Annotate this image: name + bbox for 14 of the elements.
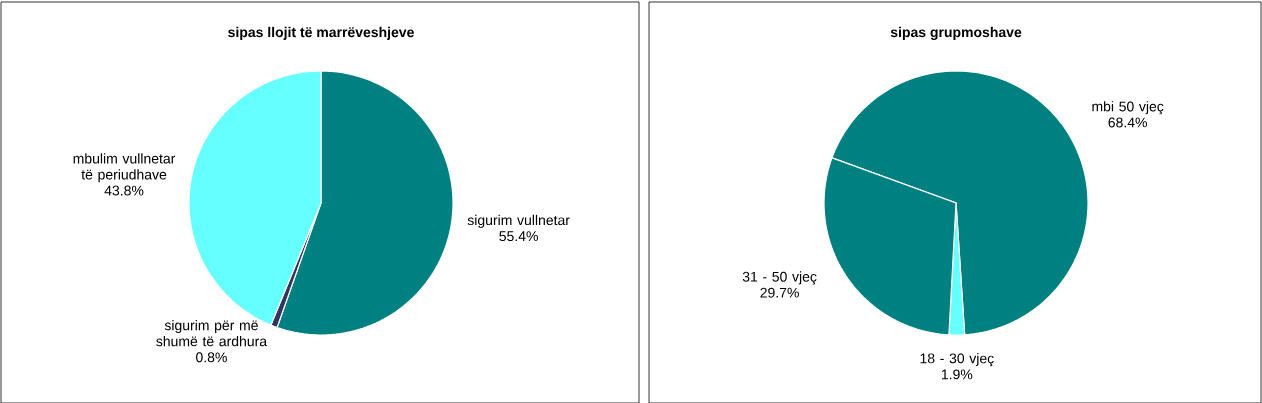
data-label: 43.8% bbox=[104, 185, 144, 196]
data-label: 68.4% bbox=[1108, 117, 1147, 128]
data-label: 1.9% bbox=[941, 369, 973, 380]
slice-label: mbi 50 vjeç bbox=[1092, 101, 1164, 115]
data-label: 29.7% bbox=[760, 287, 799, 298]
chart-title: sipas llojit të marrëveshjeve bbox=[228, 26, 414, 40]
data-label: 0.8% bbox=[196, 352, 227, 363]
chart-title: sipas grupmoshave bbox=[890, 26, 1022, 40]
slice-label: sigurim vullnetar bbox=[467, 214, 570, 228]
slice-label: sigurim për më shumë të ardhura bbox=[156, 319, 268, 347]
slice-label: 18 - 30 vjeç bbox=[920, 353, 994, 367]
slice-label: mbulim vullnetar të periudhave bbox=[73, 153, 176, 183]
data-label: 55.4% bbox=[499, 231, 538, 242]
slice-label: 31 - 50 vjeç bbox=[742, 271, 817, 285]
